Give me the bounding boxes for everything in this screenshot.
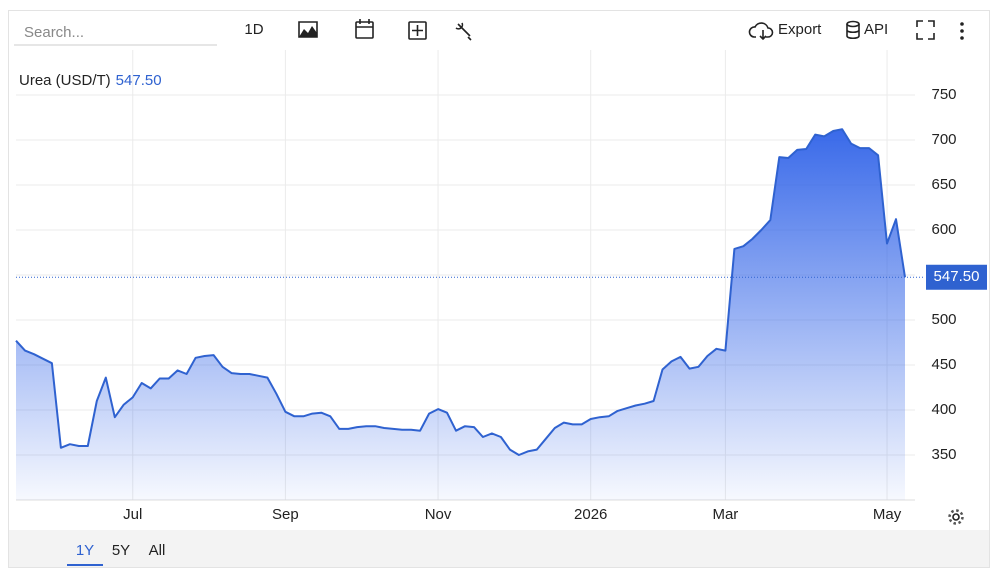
tools-button[interactable] [455, 22, 472, 41]
y-tick-label: 500 [931, 311, 956, 328]
calendar-button[interactable] [355, 19, 374, 39]
current-tag-label: 547.50 [934, 268, 980, 285]
export-label: Export [778, 21, 822, 38]
chart-title: Urea (USD/T) [19, 72, 111, 89]
y-tick-label: 700 [931, 131, 956, 148]
x-tick-label: Nov [425, 506, 452, 523]
y-tick-label: 750 [931, 86, 956, 103]
x-tick-label: Mar [712, 506, 738, 523]
current-tag [926, 264, 987, 290]
chart-type-button[interactable] [298, 21, 318, 38]
y-tick-label: 600 [931, 221, 956, 238]
price-line [15, 128, 906, 456]
area-fill [16, 129, 905, 500]
x-tick-label: 2026 [574, 506, 607, 523]
range-button[interactable]: 5Y [112, 542, 130, 559]
api-label: API [864, 21, 888, 38]
range-bar [9, 530, 989, 567]
export-button[interactable]: Export [748, 21, 822, 41]
range-button[interactable]: 1Y [76, 542, 94, 559]
settings-button[interactable] [948, 509, 964, 525]
y-tick-label: 450 [931, 356, 956, 373]
x-tick-label: Sep [272, 506, 299, 523]
interval-button[interactable]: 1D [244, 21, 263, 38]
y-tick-label: 400 [931, 401, 956, 418]
api-button[interactable]: API [846, 20, 888, 40]
current-value: 547.50 [116, 72, 162, 89]
search-box[interactable]: Search... [24, 24, 84, 41]
x-tick-label: May [873, 506, 902, 523]
compare-button[interactable] [408, 21, 427, 40]
x-tick-label: Jul [123, 506, 142, 523]
range-button[interactable]: All [149, 542, 166, 559]
y-tick-label: 650 [931, 176, 956, 193]
menu-button[interactable] [960, 22, 964, 40]
y-tick-label: 350 [931, 446, 956, 463]
fullscreen-button[interactable] [916, 20, 935, 40]
